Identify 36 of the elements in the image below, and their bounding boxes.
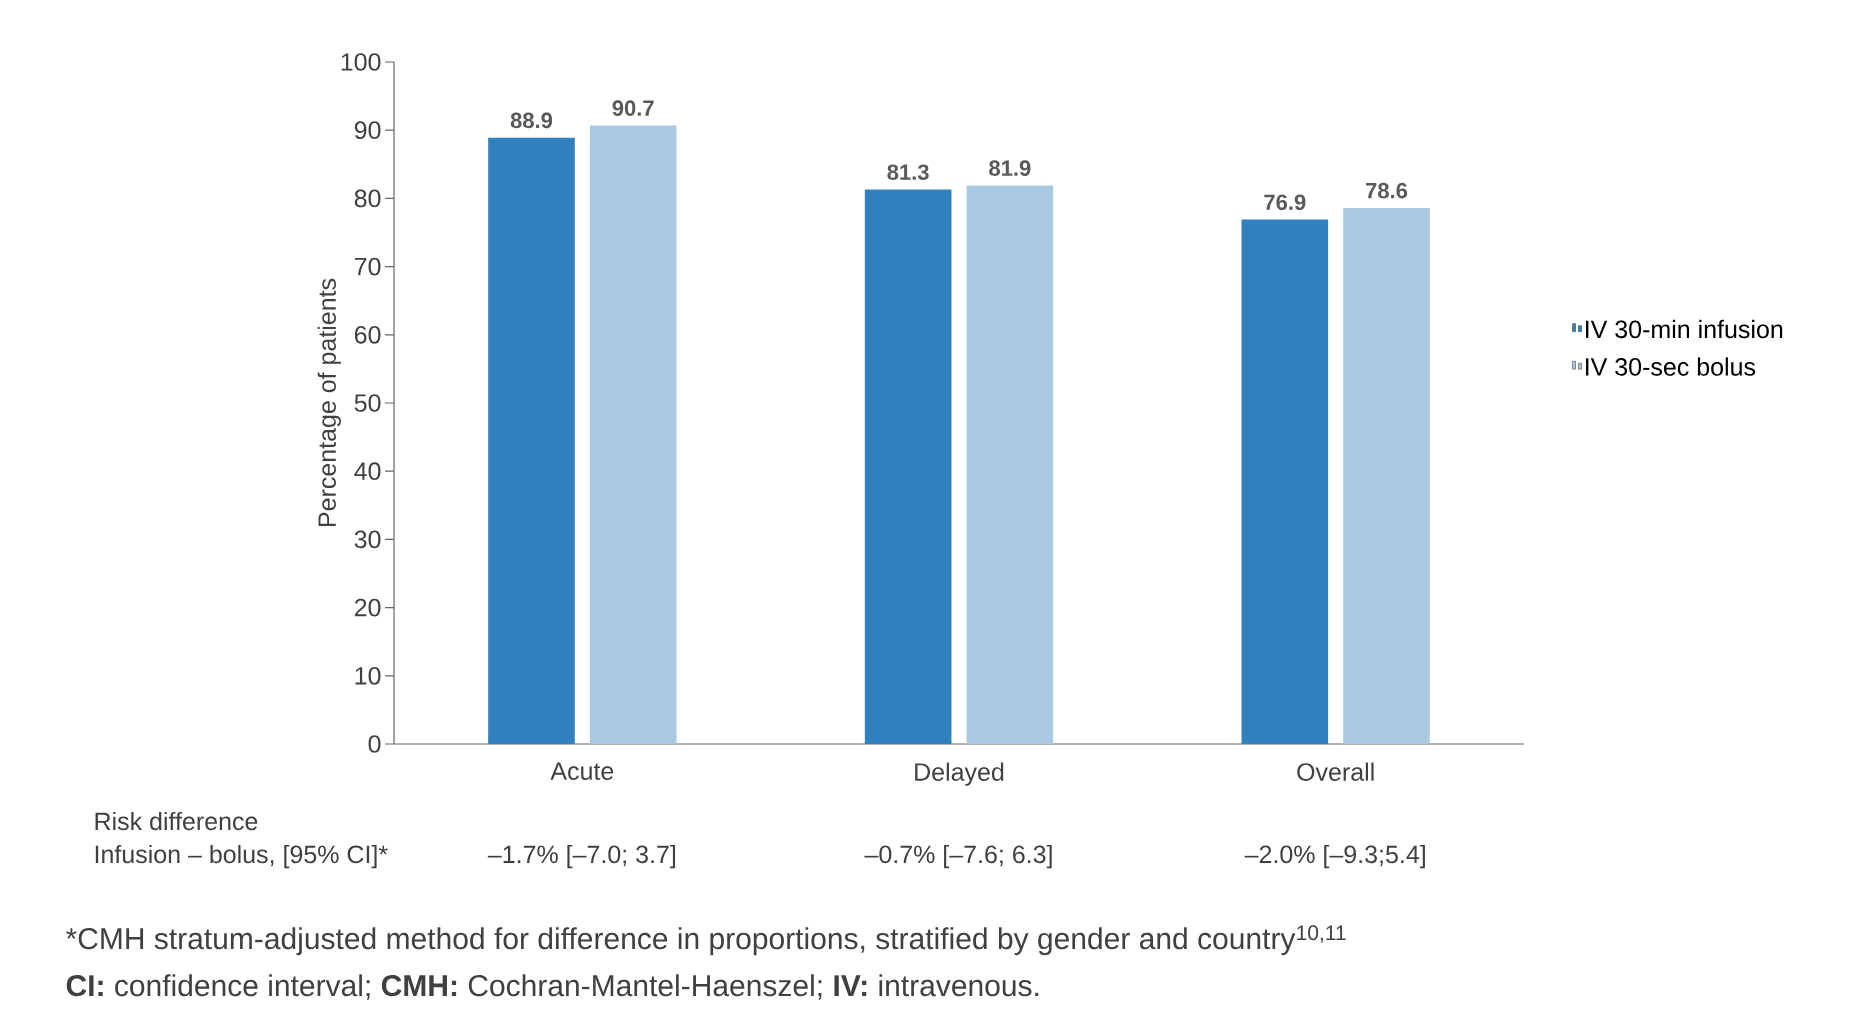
data-label: 81.3 [887, 164, 929, 181]
x-tick-label: Delayed [915, 762, 1004, 786]
data-label: 76.9 [1264, 194, 1306, 211]
y-tick-label: 60 [354, 325, 381, 344]
text: CI: confidence interval; CMH: Cochran-Mantel-Haenszel; IV: intravenous. [66, 974, 1039, 1000]
y-tick-label: 0 [368, 735, 381, 753]
x-tick-label: Overall [1297, 762, 1374, 781]
data-label: 90.7 [612, 100, 654, 116]
legend-label: IV 30-sec bolus [1586, 357, 1756, 376]
y-tick-label: 70 [354, 257, 381, 276]
y-tick-label: 50 [354, 394, 381, 412]
y-tick-label: 10 [355, 666, 381, 685]
legend-label: IV 30-min infusion [1586, 319, 1783, 339]
x-tick-label: Acute [550, 762, 614, 780]
y-tick-label: 30 [354, 530, 381, 549]
y-tick-label: 80 [354, 189, 381, 208]
bar [1343, 207, 1430, 744]
text: –0.7% [–7.6; 6.3] [864, 844, 1052, 869]
y-tick-label: 20 [354, 598, 381, 617]
text: –2.0% [–9.3;5.4] [1244, 844, 1425, 869]
bar [1241, 219, 1329, 744]
text: Infusion – bolus, [95% CI]* [95, 844, 388, 869]
y-tick-label: 100 [341, 53, 381, 71]
text: *CMH stratum-adjusted method for difference in proportions, stratified by gender and country$^{10,11}$ [66, 925, 1346, 956]
y-tick-label: 40 [354, 462, 381, 481]
data-label: 81.9 [989, 160, 1031, 176]
text: Risk difference [95, 811, 258, 831]
text: –1.7% [–7.0; 3.7] [487, 844, 676, 869]
bar [589, 125, 677, 744]
data-label: 88.9 [510, 112, 553, 129]
y-tick-label: 90 [354, 121, 381, 140]
y-axis-title: Percentage of patients [317, 278, 341, 527]
bar [966, 185, 1054, 744]
bar [488, 137, 575, 744]
data-label: 78.6 [1366, 182, 1408, 199]
bar [864, 189, 952, 744]
